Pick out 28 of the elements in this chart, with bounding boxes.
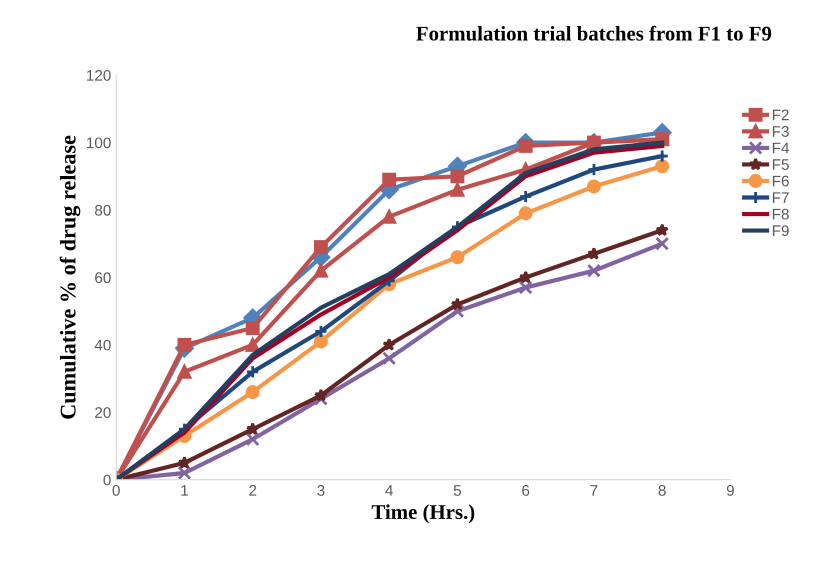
legend-label: F2 (772, 110, 789, 120)
y-axis-title: Cumulative % of drug release (60, 136, 80, 419)
x-tick-label: 0 (112, 485, 120, 496)
chart-title: Formulation trial batches from F1 to F9 (416, 26, 772, 41)
x-tick-label: 4 (385, 485, 393, 496)
y-tick-label: 60 (95, 272, 111, 284)
legend-label: F4 (772, 142, 790, 154)
y-tick-label: 0 (103, 474, 111, 486)
y-tick-label: 40 (94, 340, 111, 351)
y-tick-label: 100 (87, 137, 111, 148)
x-axis-title: Time (Hrs.) (372, 504, 474, 524)
x-tick-label: 9 (726, 485, 734, 496)
legend-label: F8 (772, 208, 789, 220)
y-tick-label: 120 (87, 70, 111, 81)
legend-label: F7 (772, 192, 789, 203)
x-tick-label: 1 (181, 485, 188, 496)
legend-label: F6 (772, 176, 789, 186)
x-tick-label: 5 (454, 485, 462, 496)
y-tick-label: 80 (95, 204, 111, 216)
x-tick-label: 3 (317, 485, 325, 496)
y-tick-label: 20 (95, 407, 111, 418)
x-tick-label: 8 (658, 485, 666, 496)
legend-label: F5 (772, 159, 789, 170)
legend-label: F9 (772, 225, 789, 236)
x-tick-label: 6 (522, 485, 530, 496)
x-tick-label: 2 (249, 485, 256, 496)
x-tick-label: 7 (590, 485, 598, 496)
legend-label: F3 (772, 126, 789, 137)
